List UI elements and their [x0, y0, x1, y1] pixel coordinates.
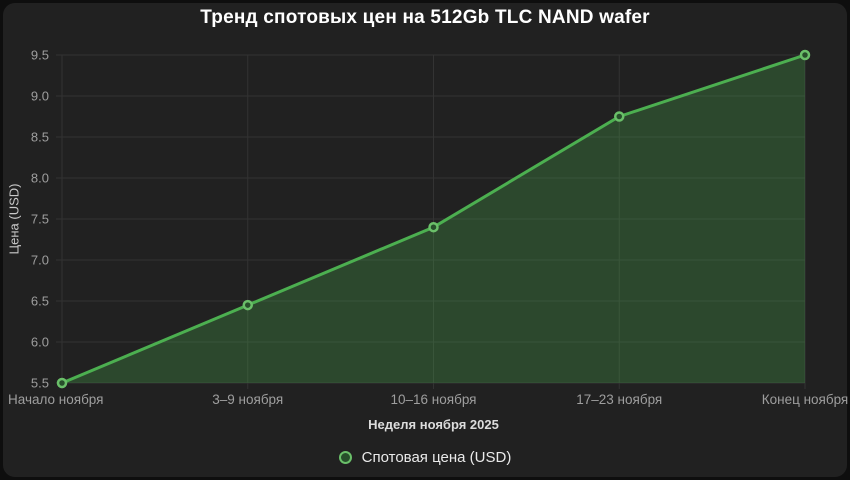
series-area-fill — [62, 55, 805, 383]
y-tick-label: 6.5 — [31, 294, 49, 309]
legend-series-label: Спотовая цена (USD) — [361, 449, 512, 466]
data-point[interactable] — [614, 111, 625, 122]
data-point[interactable] — [799, 49, 811, 61]
chart-card — [3, 3, 847, 477]
chart-title: Тренд спотовых цен на 512Gb TLC NAND waf… — [200, 7, 650, 28]
y-tick-label: 7.0 — [31, 253, 49, 268]
data-point[interactable] — [428, 221, 439, 233]
x-axis-title: Неделя ноября 2025 — [368, 417, 499, 432]
y-tick-label: 9.0 — [31, 89, 49, 104]
y-tick-label: 9.5 — [31, 48, 49, 63]
y-tick-label: 7.5 — [31, 212, 49, 227]
legend-item[interactable]: Спотовая цена (USD) — [0, 449, 850, 466]
y-tick-label: 8.0 — [31, 171, 49, 186]
x-tick-label: 17–23 ноября — [576, 392, 662, 407]
y-tick-label: 6.0 — [31, 335, 49, 350]
x-tick-label: Конец ноября — [762, 392, 849, 407]
y-tick-label: 5.5 — [31, 376, 49, 391]
y-axis-title: Цена (USD) — [6, 183, 22, 255]
data-point[interactable] — [56, 377, 68, 389]
data-point[interactable] — [242, 299, 253, 311]
legend-series-marker-icon — [338, 451, 352, 464]
x-tick-label: 10–16 ноября — [391, 392, 477, 407]
x-tick-label: 3–9 ноября — [212, 392, 283, 407]
x-tick-label: Начало ноября — [8, 392, 103, 407]
y-tick-label: 8.5 — [31, 130, 49, 145]
